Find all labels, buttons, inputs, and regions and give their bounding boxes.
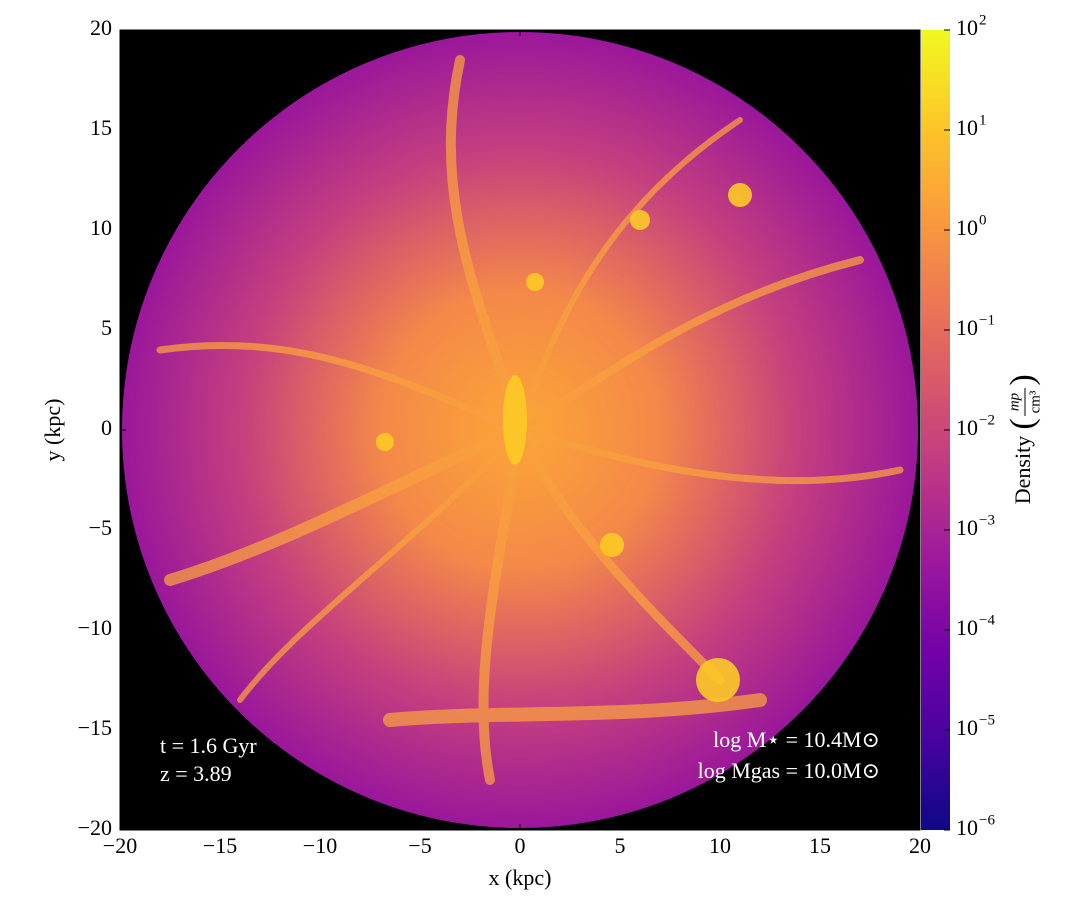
y-tick-label: 10 bbox=[90, 215, 112, 240]
y-tick-label: 20 bbox=[90, 15, 112, 40]
y-tick-label: −20 bbox=[78, 815, 112, 840]
y-tick-label: 5 bbox=[101, 315, 112, 340]
colorbar-tick-label: 10 bbox=[956, 15, 978, 40]
colorbar-label: Density bbox=[1010, 436, 1035, 504]
x-tick-label: 5 bbox=[615, 833, 626, 858]
density-map bbox=[122, 32, 918, 828]
colorbar-tick-exponent: 2 bbox=[979, 12, 987, 28]
x-tick-label: 0 bbox=[515, 833, 526, 858]
colorbar-tick-label: 10 bbox=[956, 715, 978, 740]
y-tick-label: −5 bbox=[89, 515, 112, 540]
colorbar-tick-exponent: 1 bbox=[979, 112, 987, 128]
x-tick-label: 15 bbox=[809, 833, 831, 858]
x-tick-label: −20 bbox=[103, 833, 137, 858]
colorbar-tick-exponent: 0 bbox=[979, 212, 987, 228]
annotation: z = 3.89 bbox=[160, 761, 232, 786]
colorbar-tick-label: 10 bbox=[956, 415, 978, 440]
x-axis-label: x (kpc) bbox=[489, 865, 552, 890]
colorbar-tick-exponent: −6 bbox=[979, 812, 995, 828]
colorbar-title: Density mp cm³ ( ) bbox=[1004, 374, 1044, 504]
colorbar-unit-denominator: cm³ bbox=[1027, 390, 1043, 413]
annotation: log M⋆ = 10.4M⊙ bbox=[713, 727, 880, 752]
colorbar-tick-label: 10 bbox=[956, 515, 978, 540]
colorbar-tick-exponent: −2 bbox=[979, 412, 995, 428]
x-tick-label: 10 bbox=[709, 833, 731, 858]
y-tick-label: 15 bbox=[90, 115, 112, 140]
x-tick-label: −5 bbox=[408, 833, 431, 858]
colorbar-tick-label: 10 bbox=[956, 315, 978, 340]
colorbar-unit-numerator: mp bbox=[1006, 392, 1022, 411]
paren: ) bbox=[1004, 374, 1041, 385]
y-tick-label: −10 bbox=[78, 615, 112, 640]
colorbar-tick-label: 10 bbox=[956, 215, 978, 240]
x-tick-label: −10 bbox=[303, 833, 337, 858]
colorbar-tick-exponent: −5 bbox=[979, 712, 995, 728]
colorbar-tick-label: 10 bbox=[956, 115, 978, 140]
y-tick-label: −15 bbox=[78, 715, 112, 740]
colorbar-tick-exponent: −4 bbox=[979, 612, 995, 628]
colorbar-tick-exponent: −3 bbox=[979, 512, 995, 528]
annotation: t = 1.6 Gyr bbox=[160, 733, 257, 758]
colorbar-tick-exponent: −1 bbox=[979, 312, 995, 328]
annotation: log Mgas = 10.0M⊙ bbox=[698, 758, 880, 783]
colorbar-tick-label: 10 bbox=[956, 815, 978, 840]
y-axis-label: y (kpc) bbox=[40, 399, 65, 462]
paren: ( bbox=[1004, 418, 1041, 429]
colorbar-tick-label: 10 bbox=[956, 615, 978, 640]
x-tick-label: −15 bbox=[203, 833, 237, 858]
x-tick-label: 20 bbox=[909, 833, 931, 858]
y-tick-label: 0 bbox=[101, 415, 112, 440]
